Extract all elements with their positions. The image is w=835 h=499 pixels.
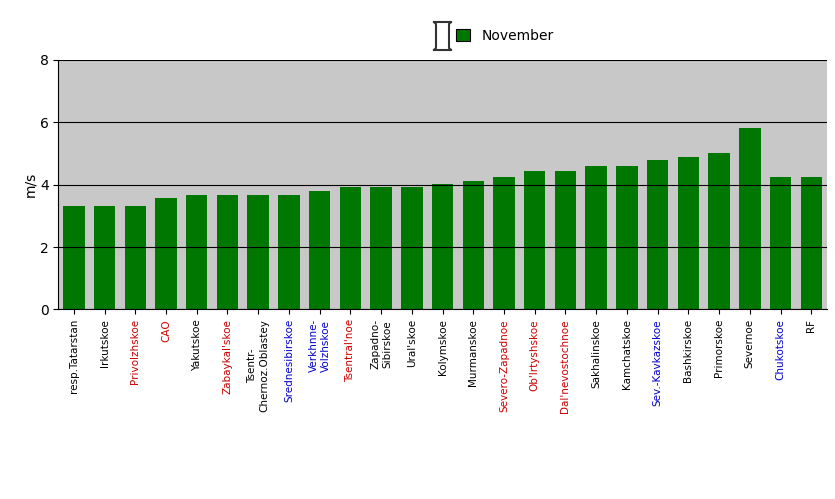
Bar (371, 187, 392, 309)
Bar (309, 192, 331, 309)
Bar (401, 187, 423, 309)
Bar (186, 195, 207, 309)
Bar (493, 177, 514, 309)
Bar (554, 171, 576, 309)
Bar (524, 171, 545, 309)
Bar (647, 160, 668, 309)
Bar (247, 195, 269, 309)
Bar (340, 187, 361, 309)
Bar (585, 166, 607, 309)
Bar (739, 128, 761, 309)
Bar (678, 157, 699, 309)
Bar (616, 166, 638, 309)
Bar (217, 195, 238, 309)
Bar (155, 198, 177, 309)
Bar (463, 181, 484, 309)
Bar (770, 177, 792, 309)
Bar (708, 154, 730, 309)
Bar (124, 206, 146, 309)
Bar (432, 184, 453, 309)
Y-axis label: m/s: m/s (23, 172, 37, 197)
Bar (801, 178, 822, 309)
Bar (63, 206, 84, 309)
Bar (94, 206, 115, 309)
Bar (278, 195, 300, 309)
